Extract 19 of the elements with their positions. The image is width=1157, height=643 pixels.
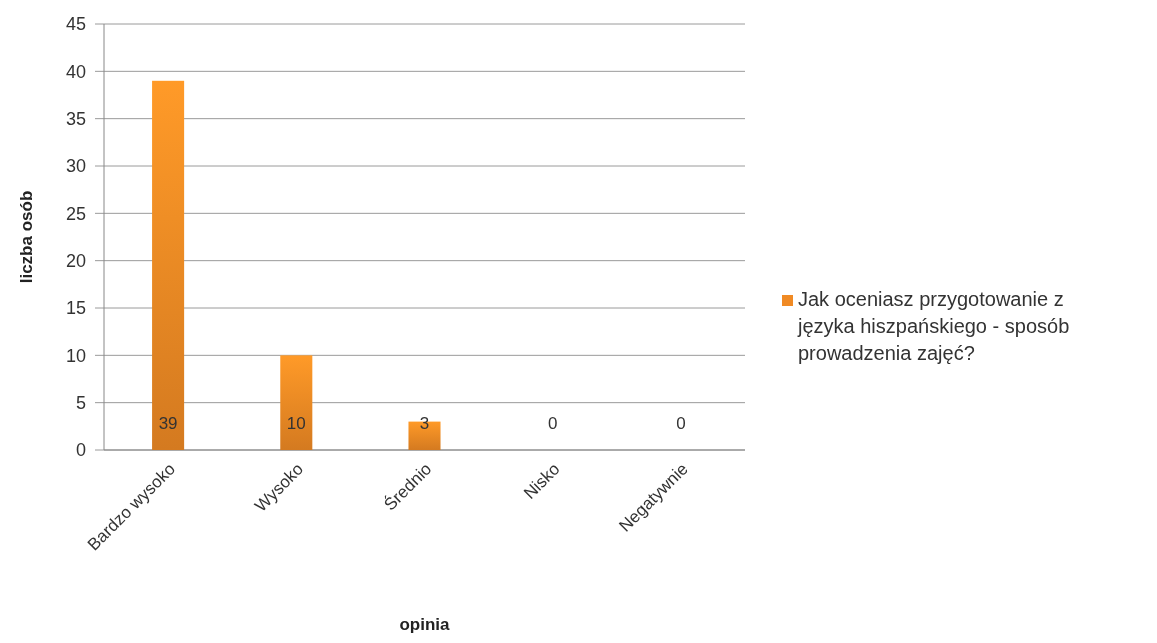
- y-tick-label: 15: [65, 298, 86, 319]
- y-tick-label: 20: [65, 250, 86, 271]
- bar: [280, 355, 313, 450]
- y-tick-label: 5: [75, 392, 86, 413]
- y-tick-label: 30: [65, 156, 86, 177]
- data-label: 39: [158, 413, 178, 433]
- y-tick-label: 40: [65, 61, 86, 82]
- data-label: 0: [676, 413, 686, 433]
- y-tick-label: 35: [65, 108, 86, 129]
- y-tick-label: 45: [65, 14, 86, 35]
- y-tick-label: 0: [75, 440, 86, 461]
- y-tick-label: 25: [65, 203, 86, 224]
- bar: [152, 80, 185, 450]
- x-axis-title: opinia: [399, 615, 451, 634]
- legend-label: Jak oceniasz przygotowanie z języka hiszpańskiego - sposób prowadzenia zajęć?: [797, 288, 1070, 364]
- data-label: 10: [286, 413, 306, 433]
- y-axis-title: liczba osób: [17, 190, 36, 284]
- data-label: 0: [547, 413, 558, 433]
- y-tick-label: 10: [65, 345, 86, 366]
